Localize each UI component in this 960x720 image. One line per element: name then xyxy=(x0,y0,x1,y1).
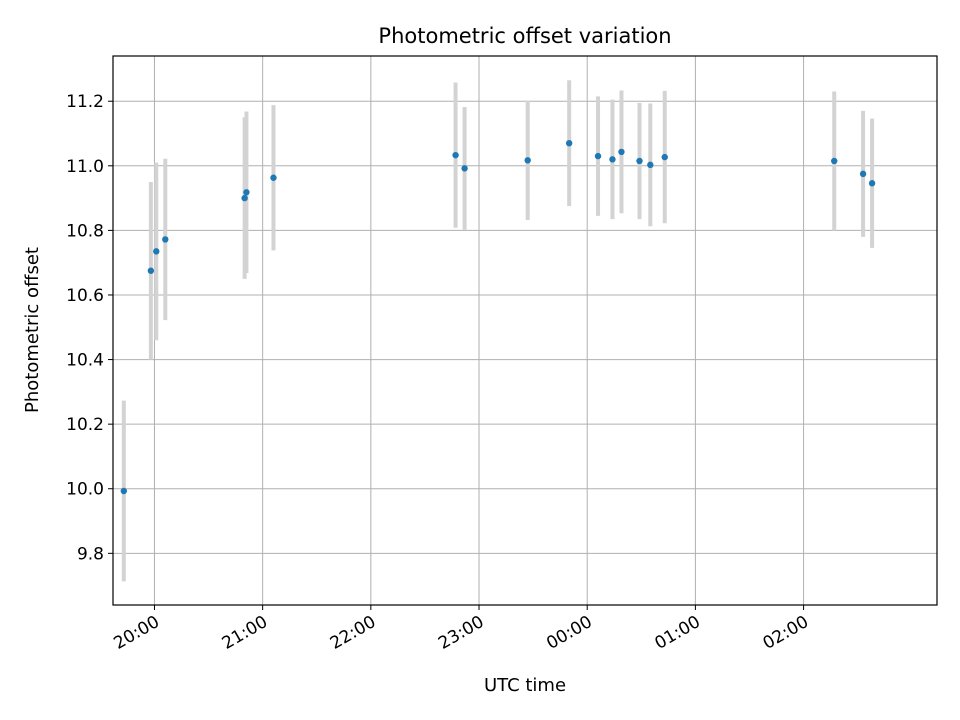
data-point xyxy=(147,267,155,274)
data-point xyxy=(618,148,625,156)
y-tick-label: 10.6 xyxy=(66,286,104,306)
y-tick-label: 11.0 xyxy=(66,157,104,177)
x-axis-title: UTC time xyxy=(484,675,566,696)
y-tick-label: 10.8 xyxy=(66,221,104,241)
y-tick-label: 11.2 xyxy=(66,92,104,112)
y-tick-label: 10.2 xyxy=(66,415,104,435)
data-point xyxy=(120,487,128,495)
data-point xyxy=(636,157,643,165)
data-point xyxy=(565,139,573,147)
grid xyxy=(113,56,937,605)
data-point xyxy=(609,156,616,163)
data-points xyxy=(120,139,876,495)
data-point xyxy=(461,165,468,172)
data-point xyxy=(524,157,531,164)
data-point xyxy=(859,170,867,178)
y-tick-label: 10.0 xyxy=(66,480,104,500)
data-point xyxy=(647,161,654,169)
y-tick-label: 9.8 xyxy=(77,544,104,564)
data-point xyxy=(270,174,277,181)
data-point xyxy=(594,152,602,160)
plot-area-frame xyxy=(112,55,938,606)
data-point xyxy=(452,151,459,159)
data-point xyxy=(868,180,876,187)
data-point xyxy=(661,153,668,161)
chart-title: Photometric offset variation xyxy=(378,24,671,48)
y-tick-label: 10.4 xyxy=(66,351,104,371)
data-point xyxy=(831,157,838,165)
data-point xyxy=(162,236,169,243)
y-axis-title: Photometric offset xyxy=(22,247,43,413)
data-point xyxy=(153,248,160,255)
data-point xyxy=(241,194,248,202)
data-point xyxy=(243,189,250,196)
